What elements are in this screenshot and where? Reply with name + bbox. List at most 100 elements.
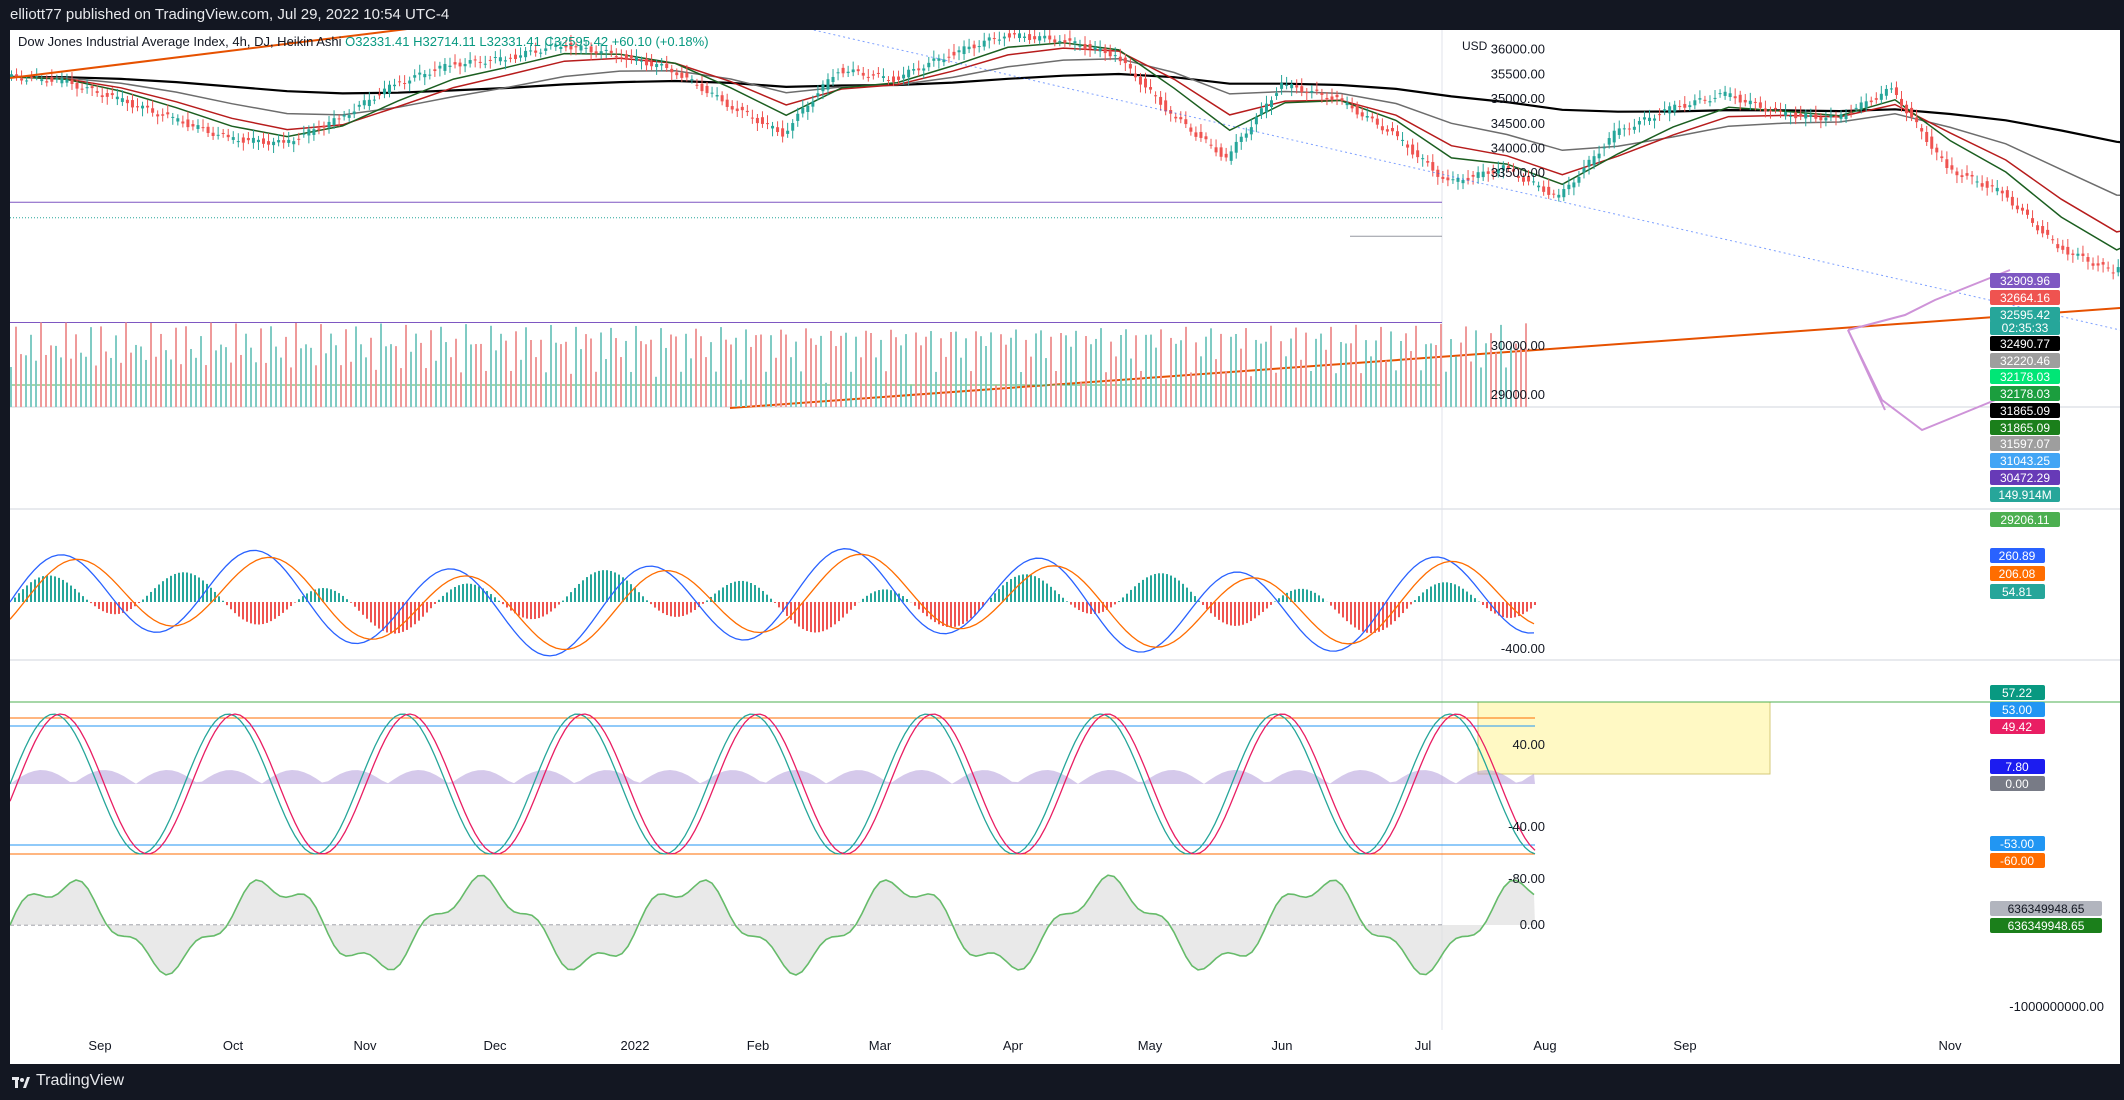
volume-bar xyxy=(140,346,142,407)
macd-histogram-bar xyxy=(1046,583,1048,602)
candle-body xyxy=(216,134,220,136)
macd-histogram-bar xyxy=(1178,580,1180,602)
macd-histogram-bar xyxy=(1022,574,1024,602)
candle-body xyxy=(1345,102,1349,106)
volume-bar xyxy=(395,346,397,407)
macd-histogram-bar xyxy=(246,602,248,622)
macd-histogram-bar xyxy=(522,602,524,618)
volume-bar xyxy=(445,342,447,407)
macd-histogram-bar xyxy=(1086,602,1088,614)
candle-body xyxy=(1103,48,1107,54)
macd-histogram-bar xyxy=(1402,602,1404,614)
macd-histogram-bar xyxy=(382,602,384,631)
candle-body xyxy=(428,74,432,76)
macd-histogram-bar xyxy=(402,602,404,632)
macd-histogram-bar xyxy=(886,589,888,602)
candle-body xyxy=(1854,107,1858,109)
price-tick-label: 29000.00 xyxy=(1491,387,1545,402)
price-label-value: 32595.42 xyxy=(2000,308,2050,322)
candle-body xyxy=(1310,90,1314,93)
macd-histogram-bar xyxy=(58,577,60,602)
volume-bar xyxy=(95,365,97,407)
candle-body xyxy=(907,69,911,78)
candle-body xyxy=(1839,114,1843,119)
macd-histogram-bar xyxy=(70,585,72,602)
candle-body xyxy=(1990,185,1994,187)
candle-body xyxy=(871,74,875,76)
candle-body xyxy=(1431,162,1435,171)
macd-histogram-bar xyxy=(1366,602,1368,633)
candle-body xyxy=(1426,161,1430,163)
macd-histogram-bar xyxy=(186,572,188,602)
candle-body xyxy=(992,38,996,40)
candle-body xyxy=(100,95,104,98)
macd-histogram-bar xyxy=(902,596,904,602)
macd-histogram-bar xyxy=(282,602,284,613)
candle-body xyxy=(1073,41,1077,44)
macd-histogram-bar xyxy=(1490,602,1492,612)
macd-histogram-bar xyxy=(342,595,344,602)
candle-body xyxy=(1254,117,1258,125)
macd-histogram-bar xyxy=(1306,589,1308,602)
candle-body xyxy=(1900,98,1903,106)
macd-histogram-bar xyxy=(1006,581,1008,602)
volume-bar xyxy=(105,351,107,407)
volume-bar xyxy=(510,370,512,407)
volume-bar xyxy=(850,371,852,407)
macd-histogram-bar xyxy=(906,599,908,602)
candle-body xyxy=(1542,186,1546,192)
macd-histogram-bar xyxy=(834,602,836,625)
cum-tick-label: -1000000000.00 xyxy=(2009,999,2104,1014)
osc-tick-label: -40.00 xyxy=(1508,819,1545,834)
macd-histogram-bar xyxy=(1114,602,1116,605)
volume-bar xyxy=(1140,370,1142,407)
volume-bar xyxy=(895,337,897,407)
candle-body xyxy=(186,119,190,128)
candle-body xyxy=(2041,226,2045,234)
volume-bar xyxy=(405,324,407,407)
macd-histogram-bar xyxy=(630,584,632,602)
candle-body xyxy=(1194,132,1198,137)
macd-histogram-bar xyxy=(1058,594,1060,602)
macd-histogram-bar xyxy=(434,602,436,604)
macd-histogram-bar xyxy=(722,587,724,602)
chart-canvas[interactable]: USD 36000.00 35500.00 35000.00 34500.00 34000… xyxy=(10,30,2120,1064)
volume-bar xyxy=(680,371,682,407)
osc-label-box xyxy=(1990,702,2045,717)
volume-bar xyxy=(710,342,712,407)
volume-bar xyxy=(705,357,707,407)
time-tick-label: Sep xyxy=(1673,1038,1696,1053)
macd-histogram-bar xyxy=(1454,584,1456,602)
volume-bar xyxy=(630,371,632,407)
volume-bar xyxy=(575,326,577,407)
candle-body xyxy=(2061,245,2065,250)
volume-bar xyxy=(910,385,912,407)
macd-histogram-bar xyxy=(66,582,68,602)
candle-body xyxy=(488,59,492,61)
macd-label-box xyxy=(1990,548,2045,563)
candle-body xyxy=(1380,126,1384,131)
candle-body xyxy=(206,126,210,134)
candle-body xyxy=(433,69,437,72)
volume-bar xyxy=(1515,343,1517,407)
volume-bar xyxy=(1245,328,1247,407)
candle-body xyxy=(1577,176,1581,183)
candle-body xyxy=(1365,115,1369,118)
macd-histogram-bar xyxy=(870,593,872,602)
macd-histogram-bar xyxy=(1066,601,1068,602)
volume-bar xyxy=(570,373,572,407)
chart-panel[interactable]: USD 36000.00 35500.00 35000.00 34500.00 34000… xyxy=(10,30,2120,1064)
candle-body xyxy=(1330,96,1334,100)
candle-body xyxy=(2020,207,2024,211)
volume-bar xyxy=(520,359,522,407)
candle-body xyxy=(115,96,119,100)
macd-histogram-bar xyxy=(1470,594,1472,602)
volume-bar xyxy=(1360,373,1362,407)
candle-body xyxy=(1849,112,1853,114)
macd-histogram-bar xyxy=(1106,602,1108,610)
macd-histogram-bar xyxy=(254,602,256,625)
time-tick-label: Jun xyxy=(1272,1038,1293,1053)
macd-histogram-bar xyxy=(874,591,876,602)
volume-bar xyxy=(415,333,417,407)
candle-body xyxy=(705,85,709,94)
